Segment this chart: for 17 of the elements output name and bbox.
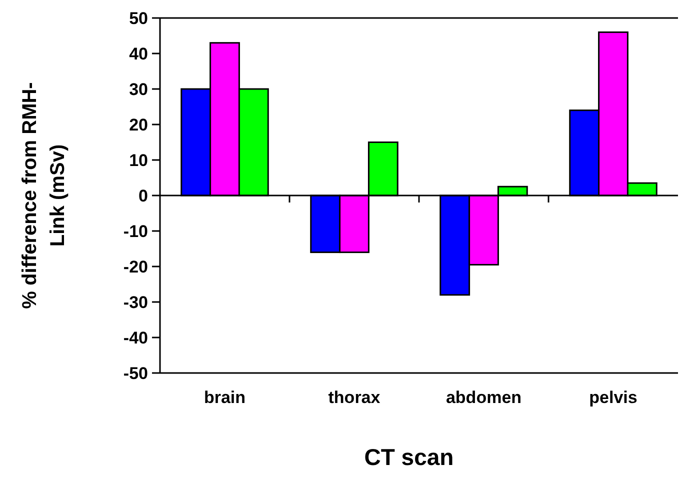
y-tick-label: 40	[129, 44, 148, 64]
y-tick-label: 10	[129, 150, 148, 170]
y-tick-label: 30	[129, 80, 148, 99]
y-tick-label: -20	[123, 257, 148, 276]
y-tick-label: 20	[129, 115, 148, 134]
x-tick-label: thorax	[328, 388, 381, 407]
y-tick-label: -10	[123, 222, 148, 241]
y-tick-label: -50	[123, 364, 148, 383]
y-axis-title: % difference from RMH-Link (mSv)	[19, 82, 69, 309]
y-tick-label: 50	[129, 8, 148, 28]
y-tick-label: -40	[123, 328, 148, 348]
x-tick-label: pelvis	[589, 388, 638, 407]
y-tick-label: 0	[138, 186, 148, 206]
x-axis-title: CT scan	[364, 444, 454, 470]
x-tick-label: abdomen	[446, 388, 522, 407]
x-tick-label: brain	[204, 388, 246, 407]
y-tick-label: -30	[123, 292, 148, 312]
